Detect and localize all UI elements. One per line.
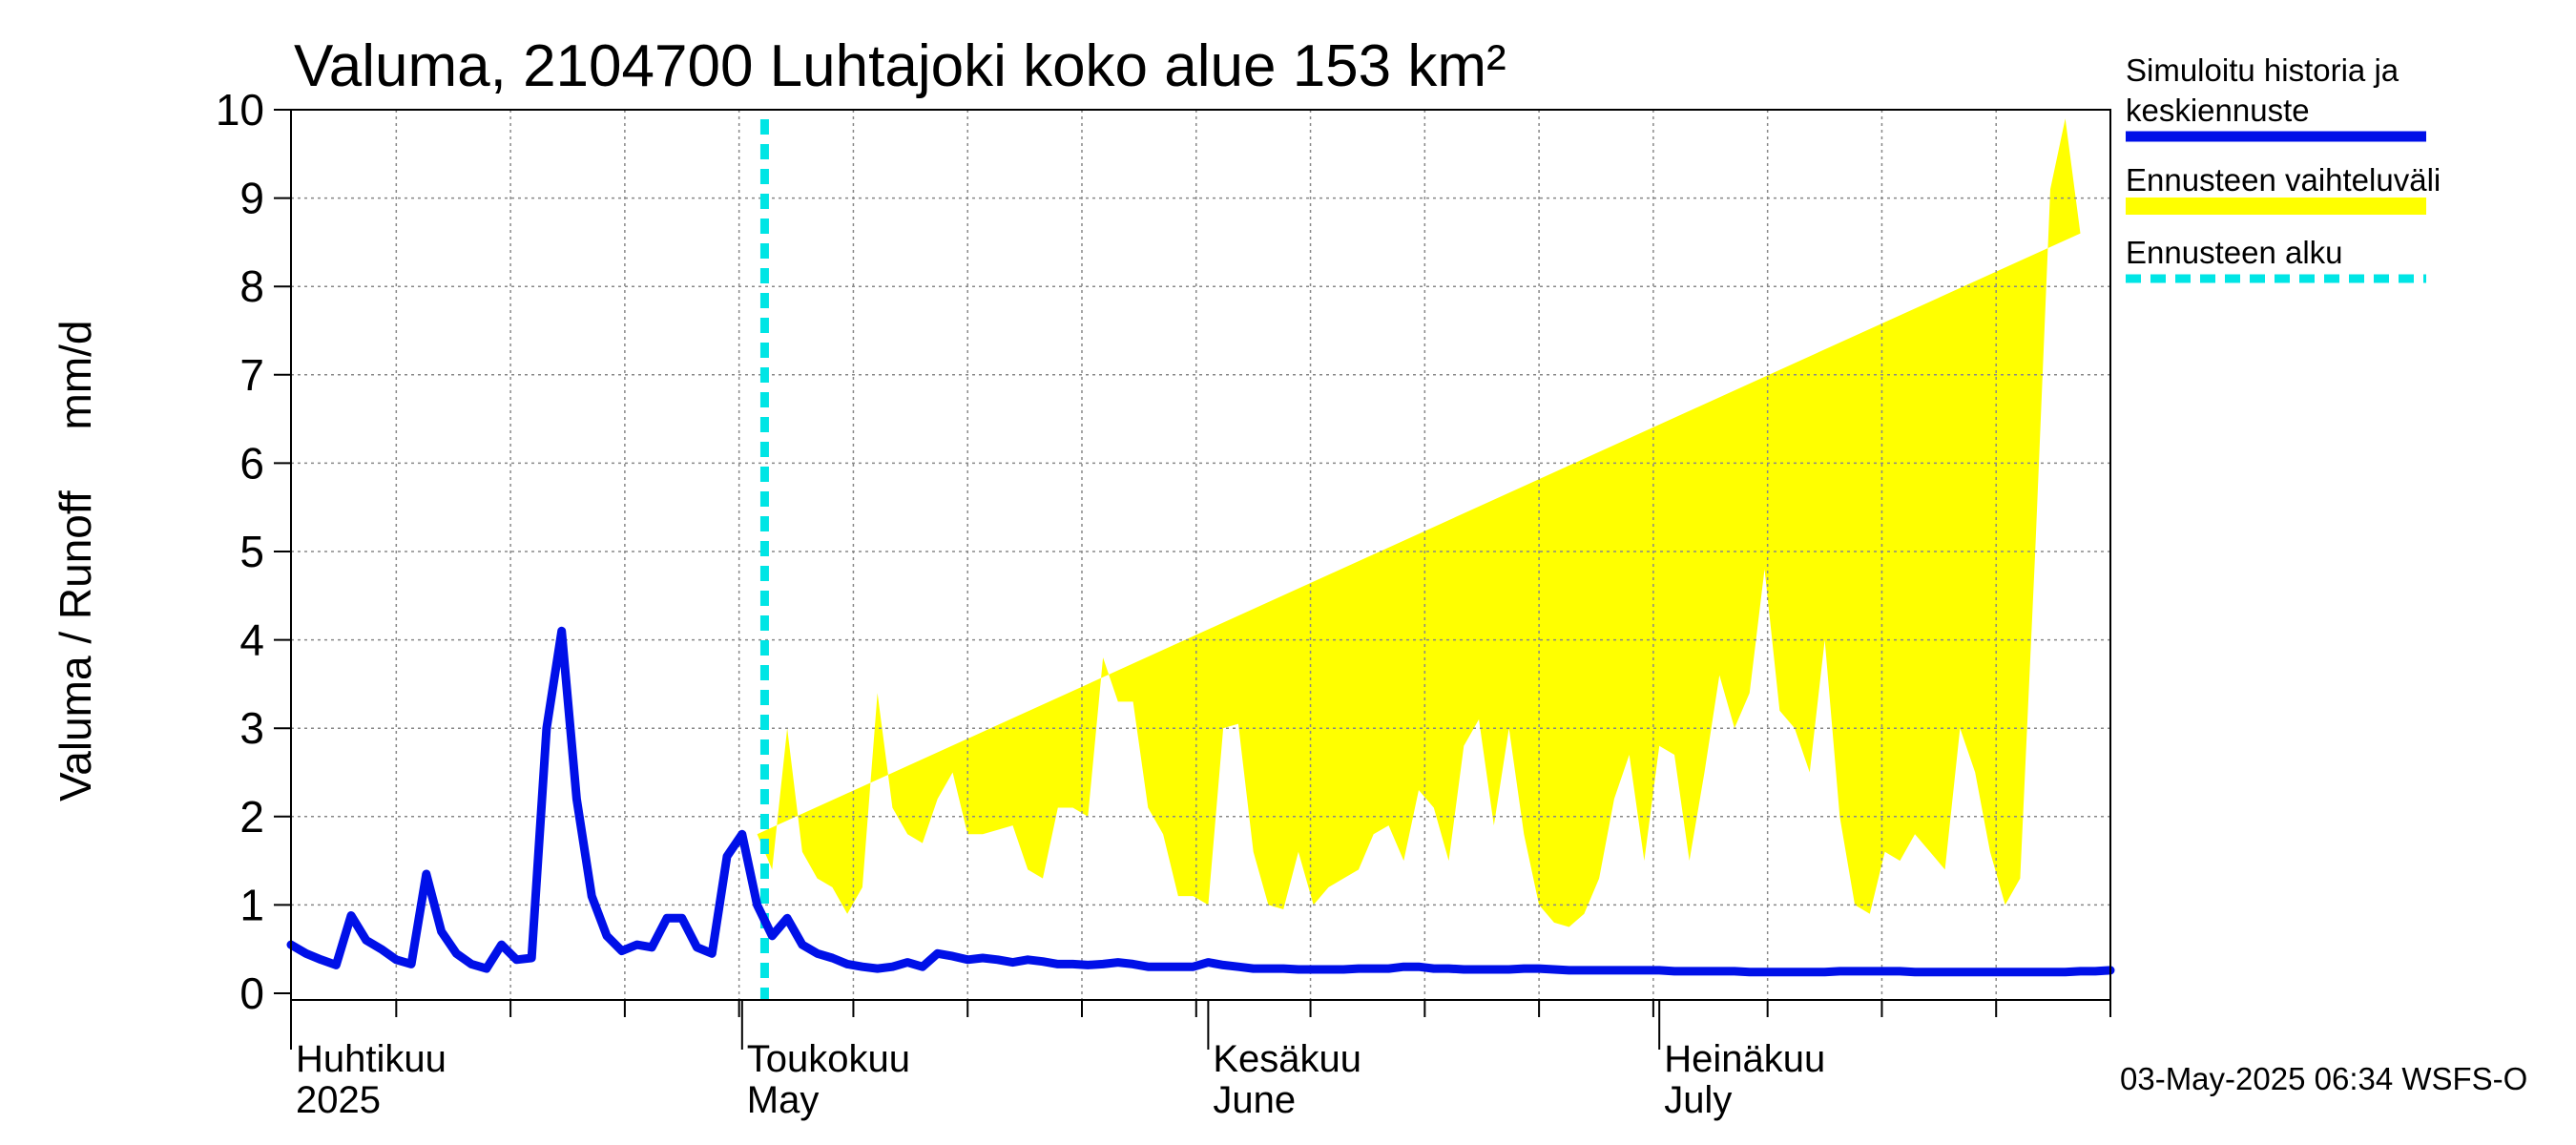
legend-label-range: Ennusteen vaihteluväli bbox=[2126, 162, 2441, 198]
month-label-fi: Huhtikuu bbox=[296, 1038, 447, 1080]
forecast-band-layer bbox=[757, 118, 2081, 927]
month-label-fi: Kesäkuu bbox=[1213, 1038, 1361, 1080]
y-axis-ticks: 0 1 2 3 4 5 6 7 8 9 10 bbox=[216, 85, 291, 1018]
y-tick-label: 3 bbox=[239, 703, 264, 753]
y-tick-label: 5 bbox=[239, 527, 264, 576]
month-label-en: July bbox=[1664, 1079, 1732, 1121]
simulated-runoff-line bbox=[286, 626, 2115, 977]
forecast-range-band bbox=[757, 118, 2081, 927]
y-tick-label: 6 bbox=[239, 438, 264, 488]
y-tick-label: 0 bbox=[239, 968, 264, 1018]
month-label-fi: Toukokuu bbox=[747, 1038, 910, 1080]
chart-title: Valuma, 2104700 Luhtajoki koko alue 153 … bbox=[294, 33, 1506, 99]
month-label-en: 2025 bbox=[296, 1079, 381, 1121]
y-tick-label: 8 bbox=[239, 261, 264, 311]
legend-label-simulated-line1: Simuloitu historia ja bbox=[2126, 52, 2399, 88]
y-tick-label: 7 bbox=[239, 350, 264, 400]
legend: Simuloitu historia ja keskiennuste Ennus… bbox=[2126, 52, 2441, 283]
y-axis-label: Valuma / Runoff mm/d bbox=[51, 321, 100, 802]
month-label-en: June bbox=[1213, 1079, 1296, 1121]
y-tick-label: 2 bbox=[239, 792, 264, 842]
plot-frame bbox=[290, 109, 2111, 1001]
legend-label-simulated-line2: keskiennuste bbox=[2126, 93, 2310, 128]
footer-timestamp: 03-May-2025 06:34 WSFS-O bbox=[2120, 1061, 2527, 1096]
y-tick-label: 1 bbox=[239, 880, 264, 929]
month-label-fi: Heinäkuu bbox=[1664, 1038, 1825, 1080]
y-tick-label: 4 bbox=[239, 615, 264, 665]
y-tick-label: 10 bbox=[216, 85, 264, 135]
y-tick-label: 9 bbox=[239, 174, 264, 223]
legend-label-forecast-start: Ennusteen alku bbox=[2126, 235, 2343, 270]
grid-layer bbox=[291, 110, 2111, 1000]
month-label-en: May bbox=[747, 1079, 820, 1121]
series-layer bbox=[286, 626, 2115, 977]
